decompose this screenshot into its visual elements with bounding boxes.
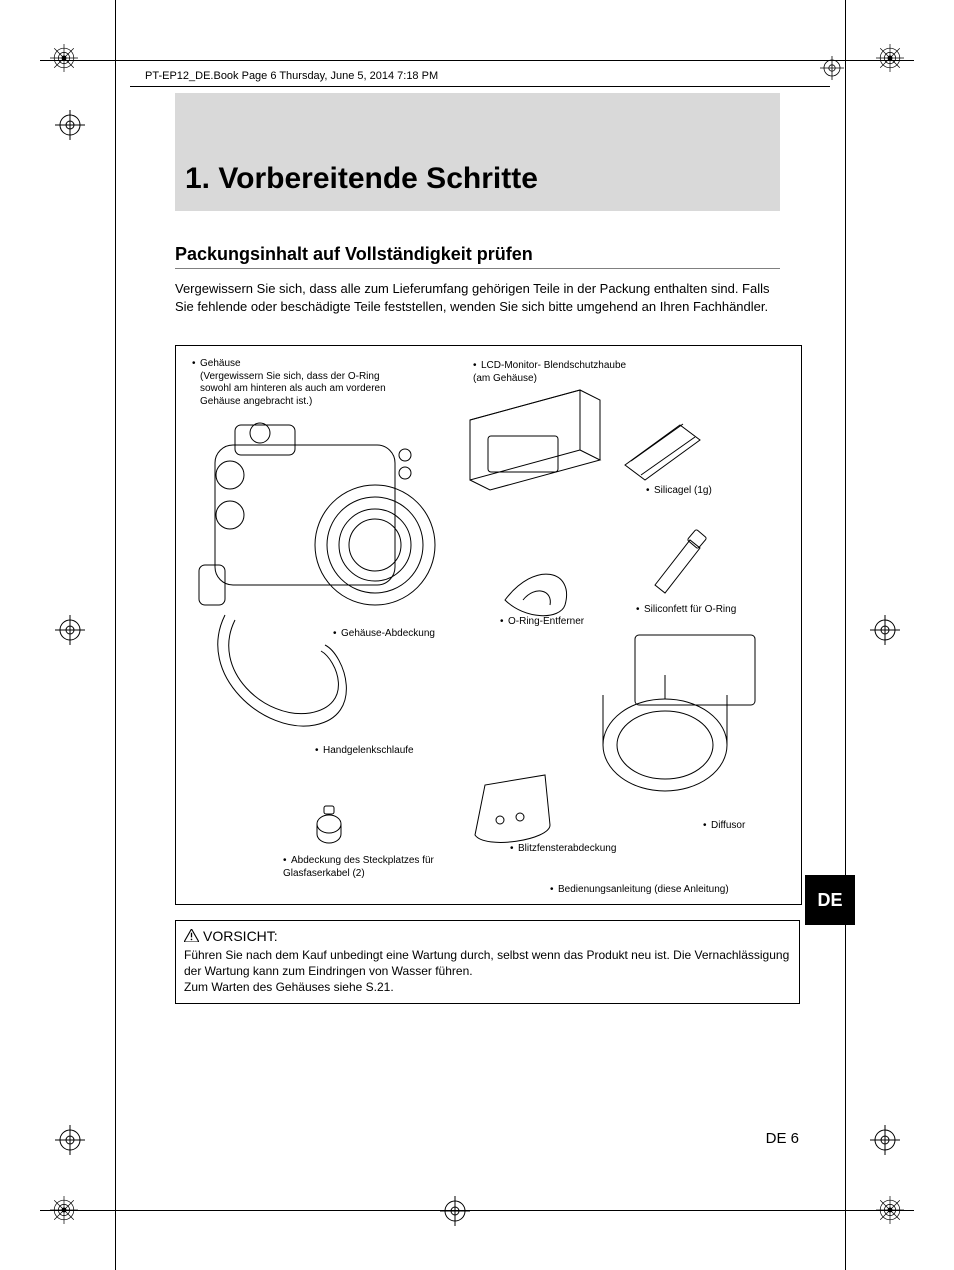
page-number: DE 6	[766, 1130, 799, 1147]
crop-line-bottom	[40, 1210, 914, 1211]
reg-mark-icon	[50, 44, 78, 72]
crop-line-top	[40, 60, 914, 61]
intro-paragraph: Vergewissern Sie sich, dass alle zum Lie…	[175, 280, 780, 315]
lang-badge: DE	[805, 875, 855, 925]
diagram-area	[175, 345, 800, 903]
caution-box: VORSICHT: Führen Sie nach dem Kauf unbed…	[175, 920, 800, 1004]
caution-ref: Zum Warten des Gehäuses siehe S.21.	[184, 979, 791, 995]
reg-mark-icon	[876, 1196, 904, 1224]
doc-header: PT-EP12_DE.Book Page 6 Thursday, June 5,…	[145, 70, 438, 82]
reg-mark-icon	[876, 44, 904, 72]
crop-line-left	[115, 0, 116, 1270]
header-separator	[130, 86, 830, 87]
crop-line-right	[845, 0, 846, 1270]
reg-mark-icon	[50, 1196, 78, 1224]
crosshair-icon	[55, 110, 85, 140]
warning-icon	[184, 928, 199, 947]
section-title: Packungsinhalt auf Vollständigkeit prüfe…	[175, 244, 533, 265]
crosshair-icon	[440, 1196, 470, 1226]
crosshair-icon	[820, 56, 844, 80]
crosshair-icon	[55, 1125, 85, 1155]
crosshair-icon	[870, 615, 900, 645]
page-title: 1. Vorbereitende Schritte	[185, 162, 538, 196]
crosshair-icon	[870, 1125, 900, 1155]
crosshair-icon	[55, 615, 85, 645]
caution-title: VORSICHT:	[184, 927, 791, 947]
section-title-rule	[175, 268, 780, 269]
caution-body: Führen Sie nach dem Kauf unbedingt eine …	[184, 947, 791, 979]
